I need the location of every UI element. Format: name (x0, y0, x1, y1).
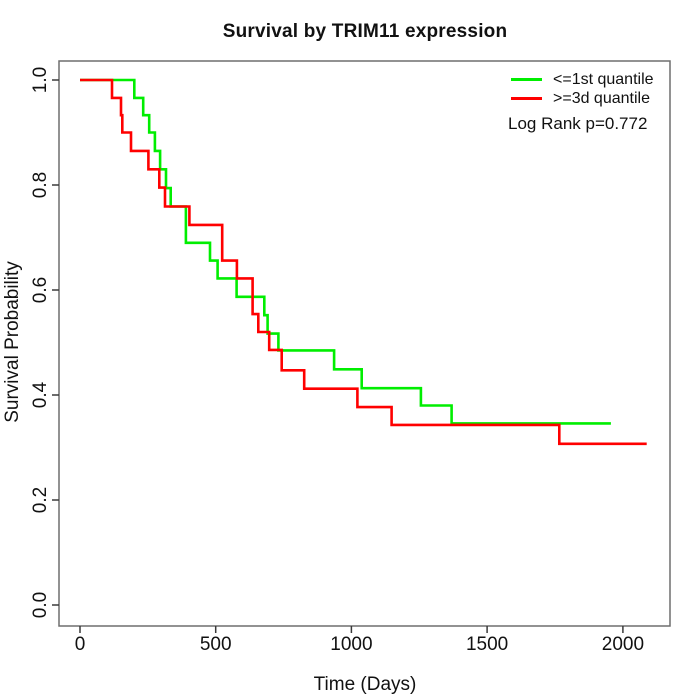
y-tick-label: 0.0 (30, 591, 51, 619)
survival-curves (80, 78, 647, 446)
legend: <=1st quantile >=3d quantile (511, 70, 654, 108)
plot-frame (58, 60, 671, 627)
y-tick-label: 0.2 (30, 486, 51, 514)
legend-label-third-quantile: >=3d quantile (553, 89, 650, 107)
legend-row-third-quantile: >=3d quantile (511, 89, 654, 108)
y-tick-label: 0.8 (30, 171, 51, 199)
legend-line-green (511, 78, 542, 81)
legend-row-first-quantile: <=1st quantile (511, 70, 654, 89)
x-tick-label: 2000 (601, 634, 645, 655)
x-tick-label: 1500 (465, 634, 509, 655)
x-tick-label: 1000 (330, 634, 373, 655)
km-curve (80, 78, 647, 446)
y-tick-label: 0.6 (30, 276, 51, 304)
chart-title: Survival by TRIM11 expression (222, 21, 508, 42)
log-rank-annotation: Log Rank p=0.772 (508, 114, 648, 133)
y-tick-label: 0.4 (30, 381, 51, 409)
legend-line-red (511, 97, 542, 100)
axis-ticks (52, 79, 624, 633)
km-curve (80, 78, 611, 425)
y-tick-label: 1.0 (30, 66, 51, 94)
y-axis-label: Survival Probability (2, 261, 23, 423)
legend-label-first-quantile: <=1st quantile (553, 70, 654, 88)
x-tick-label: 500 (199, 634, 232, 655)
x-tick-label: 0 (74, 634, 86, 655)
x-axis-label: Time (Days) (313, 674, 417, 695)
